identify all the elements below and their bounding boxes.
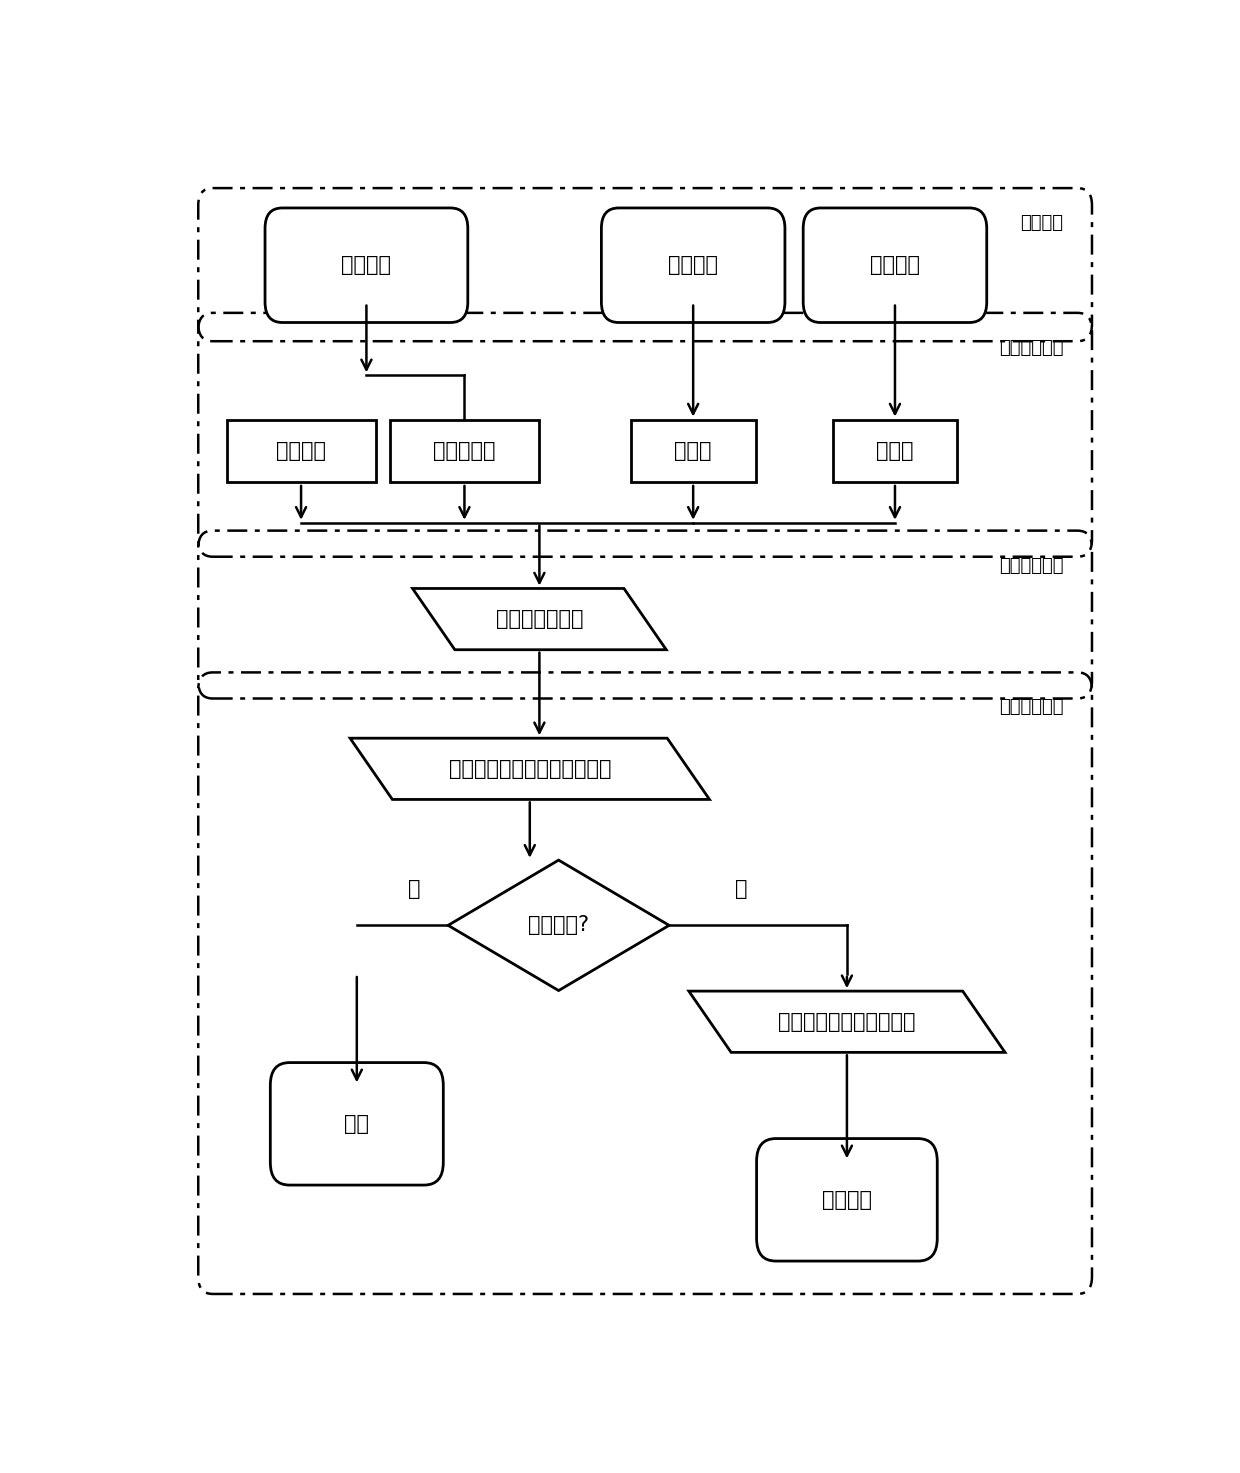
Text: 流量信号: 流量信号 [668,255,718,275]
Polygon shape [448,860,670,990]
FancyBboxPatch shape [389,420,539,483]
FancyBboxPatch shape [270,1062,444,1186]
Text: 否: 否 [735,879,748,899]
Polygon shape [689,991,1004,1052]
Text: 超限学习机故障分类模型: 超限学习机故障分类模型 [779,1012,915,1031]
Text: 故障种类: 故障种类 [822,1190,872,1209]
FancyBboxPatch shape [265,208,467,323]
FancyBboxPatch shape [631,420,755,483]
FancyBboxPatch shape [601,208,785,323]
Polygon shape [350,738,709,800]
Text: 小波包变换: 小波包变换 [433,442,496,461]
Text: 压力信号: 压力信号 [870,255,920,275]
Text: 故障诊断模块: 故障诊断模块 [998,698,1063,716]
Text: 取均值: 取均值 [877,442,914,461]
FancyBboxPatch shape [227,420,376,483]
Text: 特征约简模块: 特征约简模块 [998,557,1063,574]
Text: 是否健康?: 是否健康? [528,915,589,935]
Text: 局部切空间排列: 局部切空间排列 [496,610,583,629]
Text: 健康: 健康 [345,1114,370,1134]
Polygon shape [413,589,666,650]
Text: 取均值: 取均值 [675,442,712,461]
Text: 超限学习机健康状态评估模型: 超限学习机健康状态评估模型 [449,759,611,779]
Text: 振动信号: 振动信号 [341,255,392,275]
Text: 时域分析: 时域分析 [277,442,326,461]
Text: 是: 是 [408,879,420,899]
Text: 特征提取模块: 特征提取模块 [998,339,1063,356]
FancyBboxPatch shape [756,1139,937,1261]
Text: 原始信号: 原始信号 [1021,214,1063,233]
FancyBboxPatch shape [832,420,957,483]
FancyBboxPatch shape [804,208,987,323]
